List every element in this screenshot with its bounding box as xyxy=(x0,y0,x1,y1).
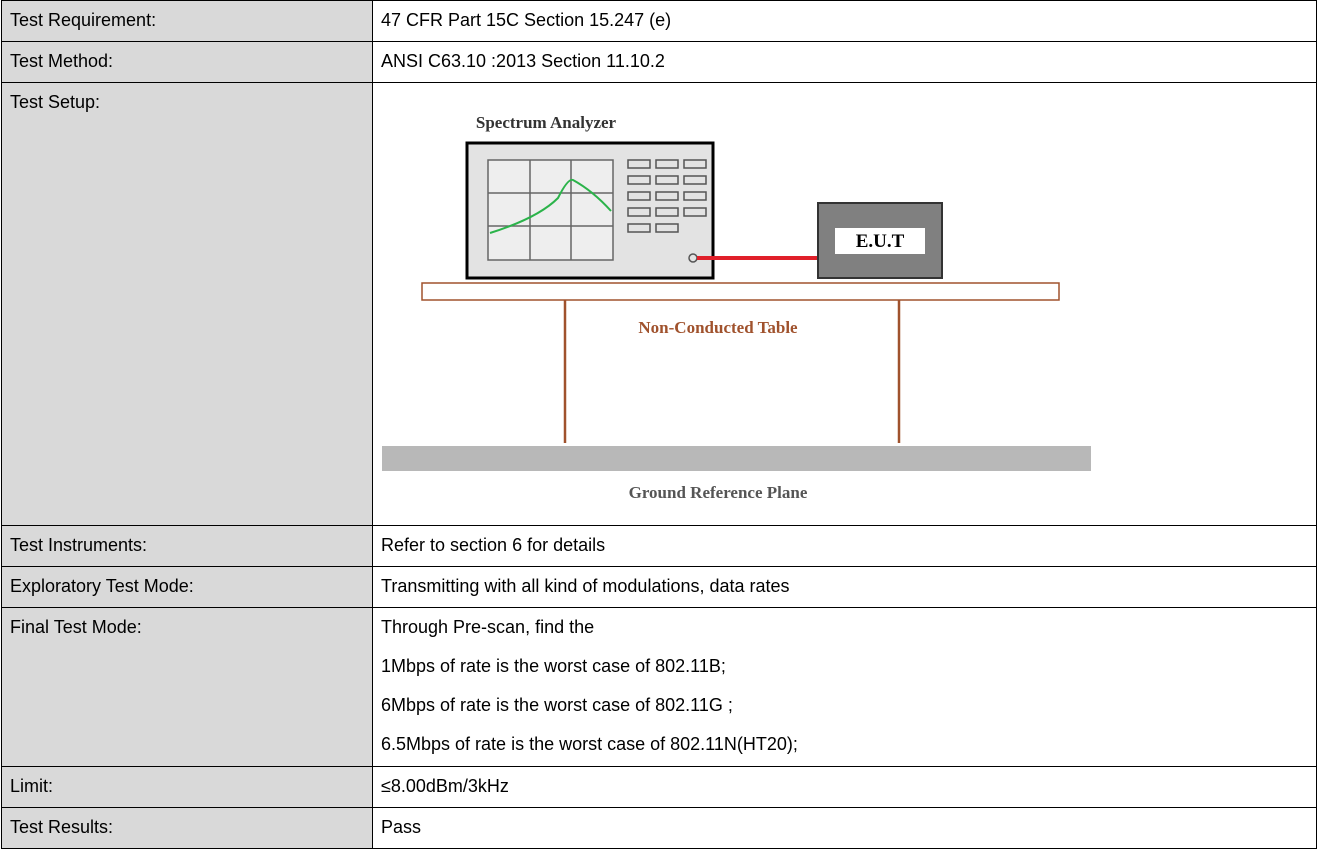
row-value: Pass xyxy=(372,807,1317,849)
row-label: Test Instruments: xyxy=(1,525,373,567)
ground-plane xyxy=(382,446,1091,471)
row-value-line: 6.5Mbps of rate is the worst case of 802… xyxy=(381,734,798,754)
row-label-text: Test Results: xyxy=(10,817,114,837)
row-value: Refer to section 6 for details xyxy=(372,525,1317,567)
row-label: Test Results: xyxy=(1,807,373,849)
row-value-text: Refer to section 6 for details xyxy=(381,535,606,555)
buttons xyxy=(627,159,707,233)
table-row: Test Requirement: 47 CFR Part 15C Section… xyxy=(1,0,1317,42)
analyzer-screen xyxy=(487,159,614,261)
row-label-text: Test Setup: xyxy=(10,92,101,112)
row-value-line: Through Pre-scan, find the xyxy=(381,617,595,637)
table-label: Non-Conducted Table xyxy=(638,318,798,337)
row-label: Test Requirement: xyxy=(1,0,373,42)
row-label: Exploratory Test Mode: xyxy=(1,566,373,608)
row-label-text: Test Instruments: xyxy=(10,535,148,555)
table-row: Final Test Mode: Through Pre-scan, find t… xyxy=(1,607,1317,767)
test-setup-diagram: Spectrum Analyzer E.U.T Non-Conducted Ta… xyxy=(382,113,1091,502)
row-value: Transmitting with all kind of modulation… xyxy=(372,566,1317,608)
row-value: ANSI C63.10 :2013 Section 11.10.2 xyxy=(372,41,1317,83)
row-value: 47 CFR Part 15C Section 15.247 (e) xyxy=(372,0,1317,42)
table-row: Test Instruments: Refer to section 6 for … xyxy=(1,525,1317,567)
row-value: Spectrum Analyzer E.U.T Non-Conducted Ta… xyxy=(372,82,1317,526)
analyzer-label: Spectrum Analyzer xyxy=(476,113,617,132)
row-label-text: Test Method: xyxy=(10,51,114,71)
table-legs xyxy=(563,300,901,443)
row-value-text: ANSI C63.10 :2013 Section 11.10.2 xyxy=(381,51,665,71)
ground-label: Ground Reference Plane xyxy=(629,483,808,502)
row-label-text: Test Requirement: xyxy=(10,10,157,30)
row-value-line: 6Mbps of rate is the worst case of 802.1… xyxy=(381,695,733,715)
table-top xyxy=(421,282,1060,301)
row-value-text: Pass xyxy=(381,817,422,837)
screen-grid xyxy=(488,160,613,260)
row-label-text: Limit: xyxy=(10,776,54,796)
row-value-line: 1Mbps of rate is the worst case of 802.1… xyxy=(381,656,726,676)
row-label: Test Method: xyxy=(1,41,373,83)
row-value-text: ≤8.00dBm/3kHz xyxy=(381,776,509,796)
row-label-text: Final Test Mode: xyxy=(10,617,142,637)
row-value: Through Pre-scan, find the 1Mbps of rate … xyxy=(372,607,1317,767)
table-row: Exploratory Test Mode: Transmitting with … xyxy=(1,566,1317,608)
row-value-text: Transmitting with all kind of modulation… xyxy=(381,576,790,596)
table-row: Limit: ≤8.00dBm/3kHz xyxy=(1,766,1317,808)
trace xyxy=(489,178,612,234)
row-label-text: Exploratory Test Mode: xyxy=(10,576,194,596)
row-label: Test Setup: xyxy=(1,82,373,526)
row-label: Final Test Mode: xyxy=(1,607,373,767)
row-label: Limit: xyxy=(1,766,373,808)
row-value: ≤8.00dBm/3kHz xyxy=(372,766,1317,808)
eut-label-bg xyxy=(835,228,925,254)
table-row: Test Setup: Spectrum Analyzer E.U.T Non-… xyxy=(1,82,1317,526)
eut-label: E.U.T xyxy=(856,231,905,252)
table-row: Test Results: Pass xyxy=(1,807,1317,849)
row-value-text: 47 CFR Part 15C Section 15.247 (e) xyxy=(381,10,672,30)
table-row: Test Method: ANSI C63.10 :2013 Section 11… xyxy=(1,41,1317,83)
